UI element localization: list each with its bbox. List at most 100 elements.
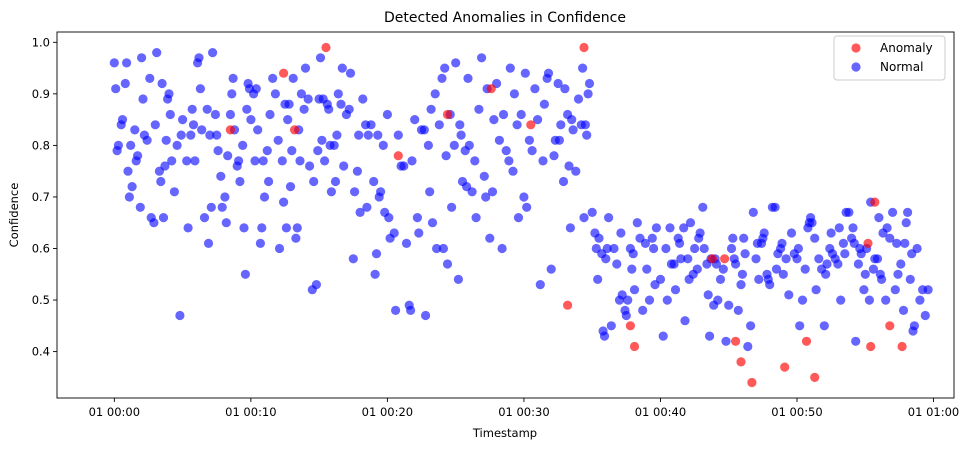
normal-point xyxy=(571,166,581,176)
normal-point xyxy=(167,156,177,166)
normal-point xyxy=(718,264,728,274)
normal-point xyxy=(419,125,429,135)
normal-point xyxy=(456,130,466,140)
legend-label-normal: Normal xyxy=(880,60,923,74)
normal-point xyxy=(190,156,200,166)
normal-point xyxy=(893,269,903,279)
normal-point xyxy=(295,156,305,166)
normal-point xyxy=(221,218,231,228)
normal-point xyxy=(594,233,604,243)
normal-point xyxy=(872,254,883,264)
normal-point xyxy=(393,130,403,140)
normal-point xyxy=(279,197,289,207)
anomaly-point xyxy=(747,377,757,388)
normal-point xyxy=(111,84,121,94)
normal-point xyxy=(447,202,457,212)
normal-point xyxy=(251,84,261,94)
normal-point xyxy=(133,151,143,161)
normal-point xyxy=(455,120,465,130)
normal-point xyxy=(612,259,622,269)
normal-point xyxy=(834,223,844,233)
normal-point xyxy=(599,331,610,341)
normal-point xyxy=(336,99,346,109)
normal-point xyxy=(268,73,278,83)
normal-point xyxy=(194,53,204,63)
normal-point xyxy=(481,192,491,202)
normal-point xyxy=(508,166,518,176)
normal-point xyxy=(485,233,495,243)
normal-point xyxy=(822,259,832,269)
normal-point xyxy=(651,223,662,233)
normal-point xyxy=(434,120,444,130)
y-tick-label: 0.8 xyxy=(32,138,50,152)
normal-point xyxy=(726,243,737,254)
anomaly-point xyxy=(866,341,876,352)
normal-point xyxy=(206,202,216,212)
normal-point xyxy=(740,249,750,259)
normal-point xyxy=(333,89,343,99)
normal-point xyxy=(527,146,537,156)
normal-point xyxy=(296,89,306,99)
normal-point xyxy=(920,310,930,321)
x-tick-label: 01 00:40 xyxy=(635,405,686,419)
normal-point xyxy=(765,280,775,290)
normal-point xyxy=(797,295,808,305)
y-tick-label: 0.4 xyxy=(32,345,50,359)
anomaly-point xyxy=(321,42,331,53)
normal-point xyxy=(628,249,638,259)
normal-point xyxy=(546,264,556,274)
anomaly-point xyxy=(290,125,300,135)
normal-point xyxy=(892,238,902,248)
normal-point xyxy=(437,73,447,83)
normal-point xyxy=(695,228,705,238)
normal-point xyxy=(324,104,334,114)
normal-point xyxy=(793,243,804,254)
normal-point xyxy=(355,207,365,217)
normal-point xyxy=(440,63,450,73)
normal-point xyxy=(223,151,233,161)
normal-point xyxy=(494,135,504,145)
normal-point xyxy=(250,156,260,166)
normal-point xyxy=(579,213,589,223)
normal-point xyxy=(781,254,791,264)
anomaly-point xyxy=(780,362,790,372)
normal-point xyxy=(426,104,436,114)
anomaly-point xyxy=(863,238,873,248)
normal-point xyxy=(792,254,802,264)
normal-point xyxy=(549,151,559,161)
normal-point xyxy=(305,161,315,171)
normal-point xyxy=(348,254,358,264)
normal-point xyxy=(860,269,870,279)
normal-point xyxy=(601,254,611,264)
normal-point xyxy=(288,73,298,83)
legend-box xyxy=(833,35,946,81)
normal-point xyxy=(291,233,301,243)
normal-point xyxy=(807,218,817,228)
normal-point xyxy=(135,202,145,212)
normal-point xyxy=(399,161,409,171)
normal-point xyxy=(255,238,265,248)
normal-point xyxy=(145,73,155,83)
normal-point xyxy=(164,89,174,99)
normal-point xyxy=(733,305,743,315)
normal-point xyxy=(451,58,461,68)
normal-point xyxy=(800,264,810,274)
normal-point xyxy=(505,63,515,73)
x-tick-label: 01 00:30 xyxy=(498,405,549,419)
legend: Anomaly Normal xyxy=(833,35,946,81)
normal-point xyxy=(811,285,821,295)
normal-point xyxy=(370,269,380,279)
normal-point xyxy=(905,274,915,284)
normal-point xyxy=(736,280,746,290)
normal-point xyxy=(203,238,214,248)
normal-point xyxy=(539,99,550,109)
normal-point xyxy=(888,207,898,217)
normal-point xyxy=(238,140,248,150)
normal-point xyxy=(172,140,182,150)
normal-point xyxy=(384,213,394,223)
normal-point xyxy=(554,135,565,145)
normal-point xyxy=(565,223,576,233)
normal-point xyxy=(568,125,578,135)
anomaly-point xyxy=(810,372,820,382)
